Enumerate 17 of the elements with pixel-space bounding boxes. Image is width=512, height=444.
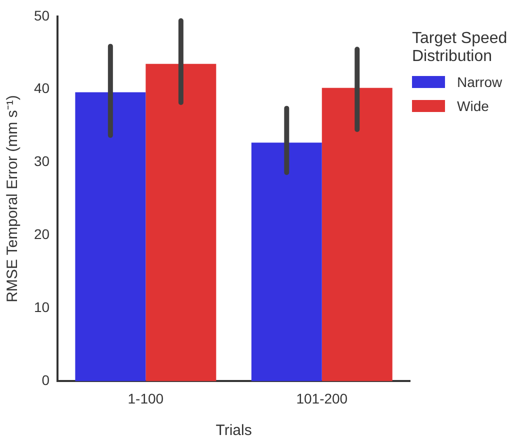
legend-label: Wide	[457, 98, 489, 114]
x-tick-label: 1-100	[128, 390, 164, 406]
y-tick-label: 0	[42, 372, 50, 388]
legend-label: Narrow	[457, 74, 502, 90]
y-tick-label: 30	[34, 153, 50, 170]
legend-title: Target Speed Distribution	[412, 30, 508, 66]
bar	[75, 92, 146, 382]
y-tick-label: 10	[34, 299, 50, 316]
bar	[322, 88, 392, 382]
x-tick-label: 101-200	[296, 390, 348, 406]
y-tick-label: 40	[34, 80, 50, 96]
y-tick-label: 50	[34, 7, 50, 24]
bar	[251, 142, 322, 382]
y-axis-title: RMSE Temporal Error (mm s⁻¹)	[4, 95, 22, 302]
x-axis-title: Trials	[216, 422, 252, 440]
y-tick-label: 20	[34, 226, 50, 242]
bar	[146, 64, 216, 382]
